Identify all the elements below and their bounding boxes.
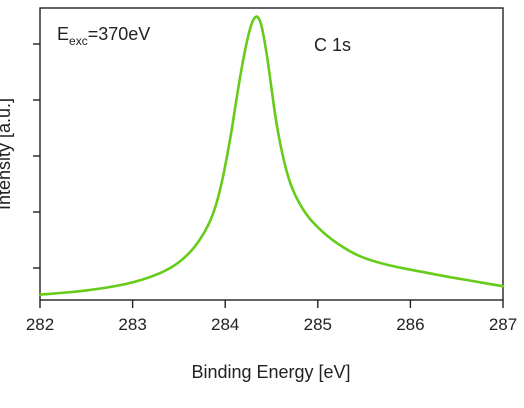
y-axis-label: Intensity [a.u.] — [0, 98, 14, 210]
excitation-base: E — [57, 24, 69, 44]
series-group — [38, 15, 505, 296]
x-axis-tick-labels: 282 283 284 285 286 287 — [26, 315, 517, 334]
x-tick-label-285: 285 — [304, 315, 332, 334]
peak-label: C 1s — [314, 35, 351, 55]
series-line-1 — [38, 15, 505, 296]
x-tick-label-283: 283 — [118, 315, 146, 334]
x-tick-label-287: 287 — [489, 315, 517, 334]
excitation-subscript: exc — [69, 34, 88, 48]
x-tick-label-286: 286 — [396, 315, 424, 334]
excitation-energy-annotation: Eexc=370eV — [57, 24, 150, 48]
x-tick-label-284: 284 — [211, 315, 239, 334]
plot-frame — [39, 7, 504, 301]
x-axis-ticks — [39, 300, 504, 308]
y-axis-ticks — [33, 43, 40, 269]
excitation-value: =370eV — [88, 24, 151, 44]
x-tick-label-282: 282 — [26, 315, 54, 334]
x-axis-label: Binding Energy [eV] — [191, 362, 350, 382]
